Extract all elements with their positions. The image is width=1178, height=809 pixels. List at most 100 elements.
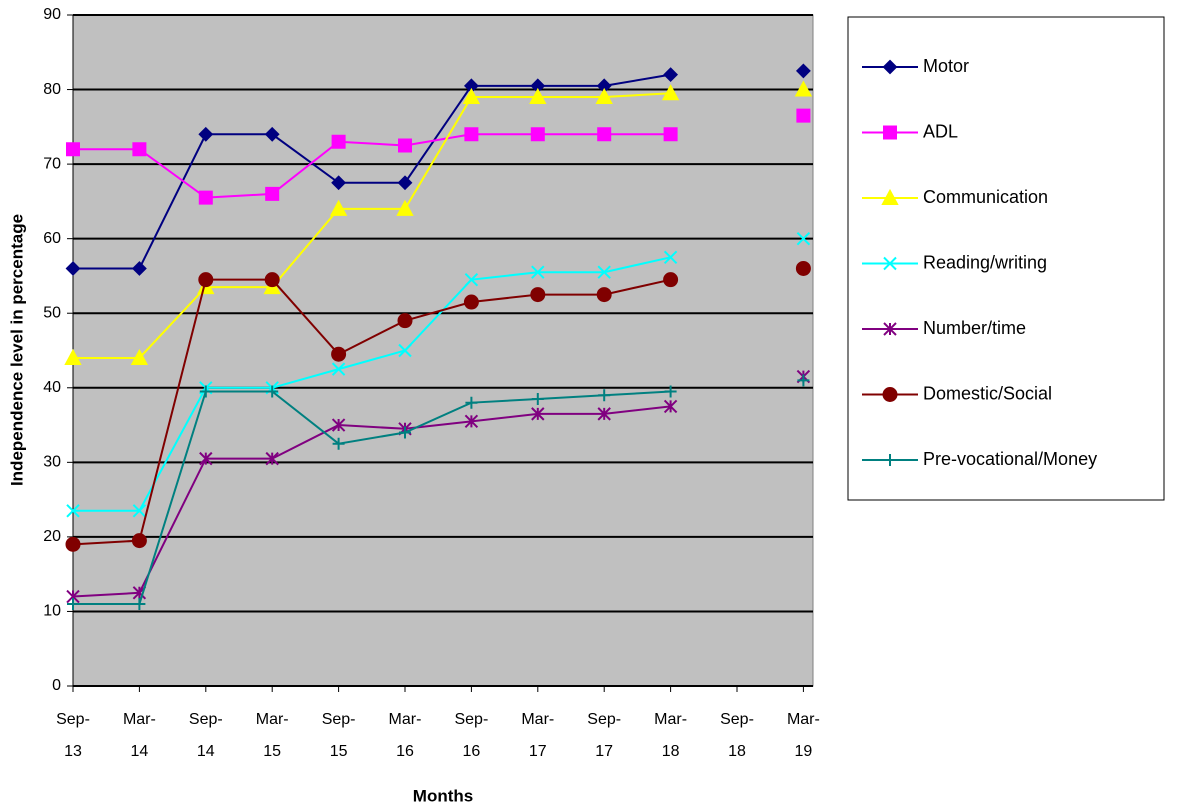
x-tick-label: Sep-14 xyxy=(188,711,223,760)
legend-marker xyxy=(881,188,899,205)
x-axis-label: Months xyxy=(413,786,473,805)
marker xyxy=(663,250,678,265)
legend xyxy=(847,16,1165,501)
legend-label: Number/time xyxy=(923,318,1026,338)
y-axis-label: Independence level in percentage xyxy=(7,214,26,486)
y-tick-label: 10 xyxy=(43,603,61,620)
marker xyxy=(795,63,811,79)
marker xyxy=(66,142,80,157)
marker xyxy=(331,362,346,376)
marker xyxy=(399,426,411,439)
marker xyxy=(462,87,481,105)
marker xyxy=(596,287,612,303)
marker xyxy=(264,272,280,288)
marker xyxy=(66,504,80,518)
marker xyxy=(199,451,213,466)
marker xyxy=(331,346,347,362)
marker xyxy=(198,190,213,205)
x-tick-label: Mar-18 xyxy=(654,711,688,760)
marker xyxy=(265,451,279,466)
marker xyxy=(398,138,412,153)
marker xyxy=(663,67,679,83)
marker xyxy=(198,272,214,288)
marker xyxy=(264,126,280,142)
legend-label: Domestic/Social xyxy=(923,383,1052,403)
marker xyxy=(331,175,347,191)
legend-marker xyxy=(883,256,897,271)
marker xyxy=(64,348,82,365)
x-tick-label: Mar-17 xyxy=(521,711,555,760)
legend-label: ADL xyxy=(923,121,958,141)
marker xyxy=(397,175,413,191)
y-tick-label: 60 xyxy=(43,230,61,247)
y-tick-label: 0 xyxy=(52,677,61,694)
marker xyxy=(795,260,811,276)
marker xyxy=(597,127,612,142)
marker xyxy=(67,597,79,610)
marker xyxy=(531,265,545,279)
legend-label: Motor xyxy=(923,56,969,76)
x-tick-label: Sep-15 xyxy=(321,711,356,760)
x-tick-label: Sep-18 xyxy=(720,711,754,760)
marker xyxy=(132,142,147,157)
x-tick-label: Mar-15 xyxy=(255,711,289,760)
marker xyxy=(131,261,147,276)
legend-marker xyxy=(883,322,897,336)
marker xyxy=(464,414,479,429)
marker xyxy=(794,80,813,97)
marker xyxy=(331,418,346,432)
marker xyxy=(598,389,611,402)
x-tick-label: Mar-16 xyxy=(388,711,422,760)
marker xyxy=(796,231,811,246)
legend-marker xyxy=(884,454,896,466)
marker xyxy=(130,348,149,365)
x-tick-label: Sep-16 xyxy=(454,711,489,760)
plot-area xyxy=(72,14,814,687)
marker xyxy=(663,399,678,414)
marker xyxy=(663,127,678,142)
legend-marker xyxy=(882,59,898,75)
y-tick-label: 90 xyxy=(43,6,61,23)
marker xyxy=(397,313,413,329)
marker xyxy=(463,294,479,310)
x-tick-label: Mar-19 xyxy=(786,711,820,760)
marker xyxy=(265,186,280,201)
y-tick-label: 50 xyxy=(43,304,61,321)
marker xyxy=(65,261,81,276)
marker xyxy=(529,87,547,105)
marker xyxy=(664,385,677,398)
marker xyxy=(396,199,414,216)
marker xyxy=(132,504,147,518)
marker xyxy=(329,199,348,216)
marker xyxy=(332,437,345,450)
marker xyxy=(531,392,544,405)
x-tick-label: Mar-14 xyxy=(122,711,156,760)
y-tick-label: 80 xyxy=(43,81,61,98)
marker xyxy=(398,343,412,358)
marker xyxy=(663,272,679,288)
marker xyxy=(531,407,545,421)
marker xyxy=(266,385,279,398)
marker xyxy=(464,272,479,287)
marker xyxy=(530,287,546,303)
y-tick-label: 20 xyxy=(43,528,61,545)
legend-label: Reading/writing xyxy=(923,252,1047,272)
x-tick-label: Sep-13 xyxy=(56,711,90,760)
legend-marker xyxy=(882,387,898,402)
legend-label: Pre-vocational/Money xyxy=(923,449,1097,469)
marker xyxy=(796,108,811,123)
y-tick-label: 40 xyxy=(43,379,61,396)
marker xyxy=(595,87,613,105)
marker xyxy=(65,536,81,552)
marker xyxy=(198,126,214,142)
marker xyxy=(464,127,479,142)
marker xyxy=(597,407,611,421)
marker xyxy=(133,597,146,610)
marker xyxy=(465,396,478,409)
marker xyxy=(199,385,212,398)
y-tick-label: 30 xyxy=(43,454,61,471)
marker xyxy=(597,265,611,279)
marker xyxy=(331,134,346,149)
